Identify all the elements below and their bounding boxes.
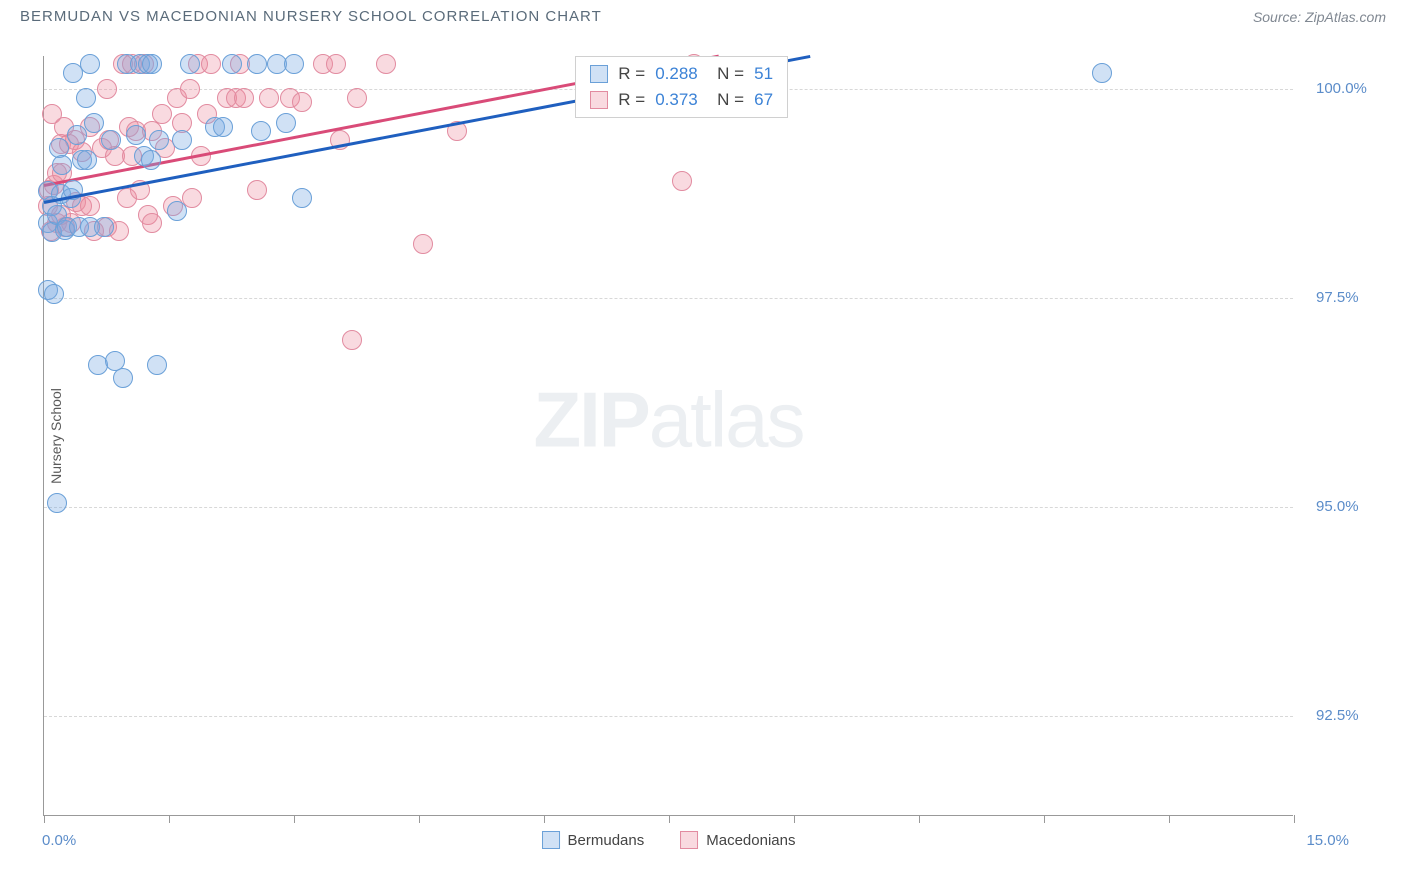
x-tick xyxy=(169,815,170,823)
n-label: N = xyxy=(708,64,744,84)
scatter-point-bermudans xyxy=(44,284,64,304)
scatter-point-bermudans xyxy=(94,217,114,237)
scatter-point-bermudans xyxy=(67,125,87,145)
scatter-point-bermudans xyxy=(180,54,200,74)
source-credit: Source: ZipAtlas.com xyxy=(1253,9,1386,25)
scatter-point-macedonians xyxy=(292,92,312,112)
scatter-point-bermudans xyxy=(167,201,187,221)
scatter-point-bermudans xyxy=(141,150,161,170)
legend-item-bermudans: Bermudans xyxy=(542,831,645,849)
scatter-point-bermudans xyxy=(276,113,296,133)
scatter-point-bermudans xyxy=(251,121,271,141)
scatter-point-bermudans xyxy=(142,54,162,74)
scatter-point-macedonians xyxy=(247,180,267,200)
legend-label: Macedonians xyxy=(706,832,795,849)
legend-item-macedonians: Macedonians xyxy=(680,831,795,849)
y-tick-label: 100.0% xyxy=(1316,80,1367,97)
scatter-point-macedonians xyxy=(413,234,433,254)
x-tick xyxy=(919,815,920,823)
scatter-point-bermudans xyxy=(284,54,304,74)
watermark: ZIPatlas xyxy=(533,375,803,466)
r-label: R = xyxy=(618,90,645,110)
scatter-point-bermudans xyxy=(52,155,72,175)
legend-swatch-macedonians xyxy=(680,831,698,849)
gridline xyxy=(44,507,1293,508)
stats-row-bermudans: R = 0.288 N = 51 xyxy=(576,61,787,87)
scatter-point-macedonians xyxy=(180,79,200,99)
r-value: 0.373 xyxy=(655,90,698,110)
chart-title: BERMUDAN VS MACEDONIAN NURSERY SCHOOL CO… xyxy=(20,8,602,25)
scatter-point-macedonians xyxy=(326,54,346,74)
series-legend: Bermudans Macedonians xyxy=(542,831,796,849)
n-value: 67 xyxy=(754,90,773,110)
x-tick xyxy=(44,815,45,823)
x-tick xyxy=(1044,815,1045,823)
scatter-point-bermudans xyxy=(47,493,67,513)
scatter-point-bermudans xyxy=(147,355,167,375)
scatter-point-bermudans xyxy=(149,130,169,150)
r-value: 0.288 xyxy=(655,64,698,84)
scatter-point-bermudans xyxy=(84,113,104,133)
chart-container: ZIPatlas Nursery School 100.0% 97.5% 95.0%… xyxy=(43,56,1383,826)
n-label: N = xyxy=(708,90,744,110)
gridline xyxy=(44,298,1293,299)
swatch-bermudans xyxy=(590,65,608,83)
scatter-point-macedonians xyxy=(376,54,396,74)
scatter-point-macedonians xyxy=(201,54,221,74)
scatter-point-macedonians xyxy=(80,196,100,216)
scatter-point-bermudans xyxy=(76,88,96,108)
correlation-stats-box: R = 0.288 N = 51R = 0.373 N = 67 xyxy=(575,56,788,118)
scatter-point-bermudans xyxy=(1092,63,1112,83)
scatter-point-macedonians xyxy=(672,171,692,191)
legend-label: Bermudans xyxy=(568,832,645,849)
scatter-point-bermudans xyxy=(222,54,242,74)
scatter-point-bermudans xyxy=(101,130,121,150)
scatter-point-macedonians xyxy=(259,88,279,108)
y-tick-label: 92.5% xyxy=(1316,707,1359,724)
gridline xyxy=(44,716,1293,717)
scatter-point-bermudans xyxy=(80,54,100,74)
scatter-point-macedonians xyxy=(142,213,162,233)
x-tick xyxy=(544,815,545,823)
scatter-point-macedonians xyxy=(152,104,172,124)
y-axis-title: Nursery School xyxy=(48,388,64,484)
legend-swatch-bermudans xyxy=(542,831,560,849)
scatter-point-macedonians xyxy=(347,88,367,108)
x-tick xyxy=(669,815,670,823)
scatter-point-bermudans xyxy=(172,130,192,150)
y-tick-label: 97.5% xyxy=(1316,289,1359,306)
n-value: 51 xyxy=(754,64,773,84)
x-label-max: 15.0% xyxy=(1306,832,1349,849)
scatter-point-bermudans xyxy=(77,150,97,170)
r-label: R = xyxy=(618,64,645,84)
x-tick xyxy=(1294,815,1295,823)
x-label-min: 0.0% xyxy=(42,832,76,849)
scatter-point-bermudans xyxy=(113,368,133,388)
x-tick xyxy=(419,815,420,823)
scatter-point-bermudans xyxy=(292,188,312,208)
swatch-macedonians xyxy=(590,91,608,109)
scatter-point-macedonians xyxy=(342,330,362,350)
x-tick xyxy=(794,815,795,823)
scatter-point-bermudans xyxy=(126,125,146,145)
scatter-point-bermudans xyxy=(247,54,267,74)
y-tick-label: 95.0% xyxy=(1316,498,1359,515)
scatter-point-macedonians xyxy=(97,79,117,99)
plot-area: ZIPatlas Nursery School 100.0%97.5%95.0%… xyxy=(43,56,1293,816)
stats-row-macedonians: R = 0.373 N = 67 xyxy=(576,87,787,113)
x-tick xyxy=(1169,815,1170,823)
x-tick xyxy=(294,815,295,823)
scatter-point-macedonians xyxy=(234,88,254,108)
scatter-point-bermudans xyxy=(213,117,233,137)
